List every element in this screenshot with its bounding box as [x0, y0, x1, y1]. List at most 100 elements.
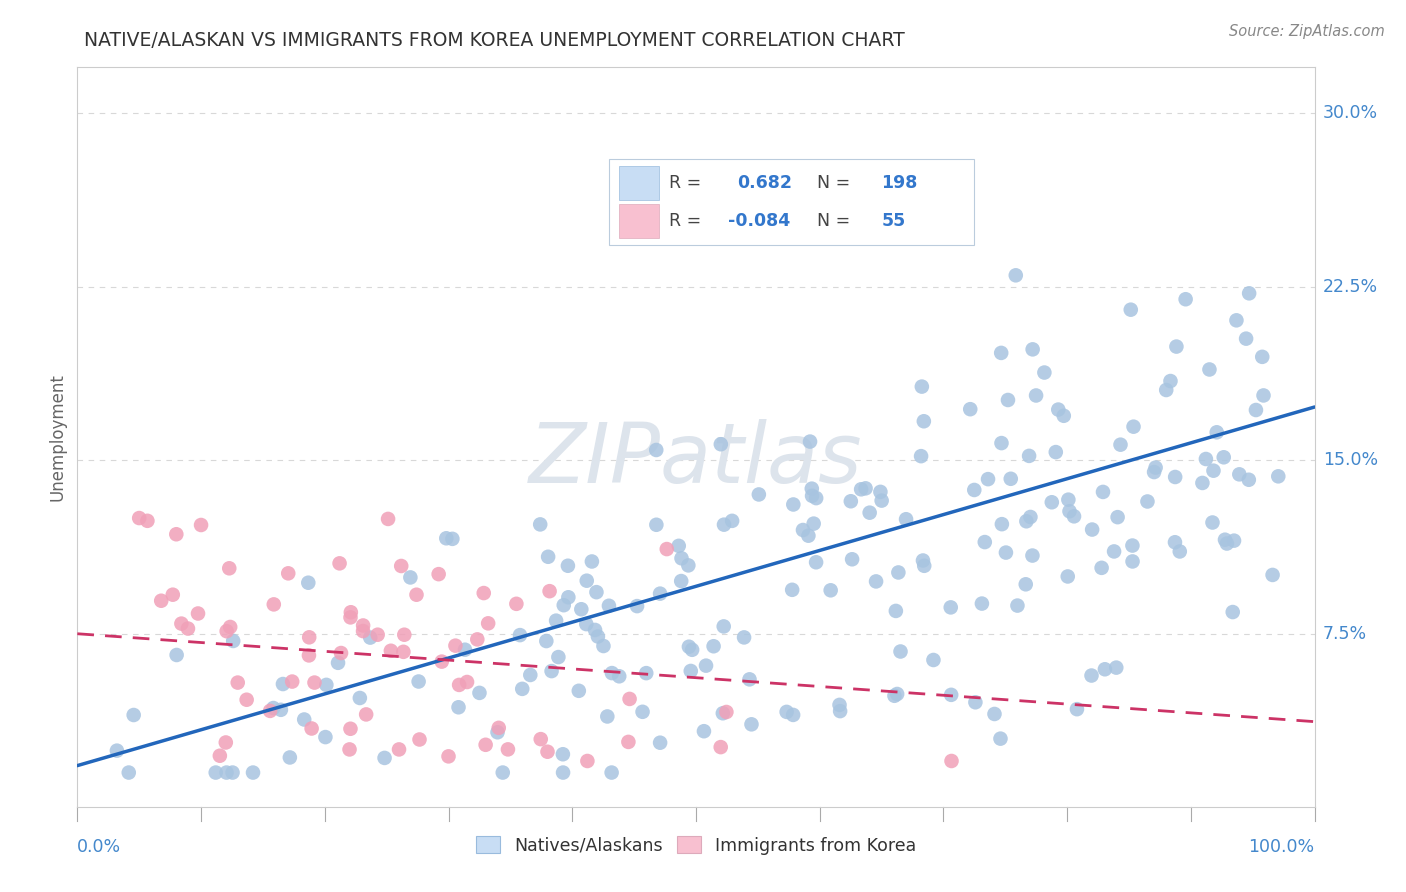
Point: [820, 583, 842, 598]
Point: [465, 632, 488, 647]
Text: N =: N =: [817, 174, 856, 193]
Point: [870, 493, 893, 508]
Point: [408, 732, 430, 747]
Point: [575, 617, 598, 632]
Point: [105, 744, 128, 758]
Point: [427, 567, 450, 582]
Point: [576, 754, 599, 768]
Point: [292, 713, 315, 727]
Point: [894, 512, 917, 526]
Point: [340, 605, 363, 619]
Point: [912, 414, 935, 428]
Point: [1227, 467, 1250, 482]
Point: [226, 675, 249, 690]
Point: [1057, 492, 1080, 507]
Point: [405, 588, 427, 602]
Point: [441, 532, 464, 546]
Point: [1213, 533, 1236, 547]
Point: [1164, 535, 1187, 549]
Point: [1004, 268, 1026, 283]
Point: [298, 648, 321, 663]
Point: [855, 481, 877, 495]
Point: [477, 616, 499, 631]
Point: [301, 722, 323, 736]
Point: [801, 489, 824, 503]
Text: -0.084: -0.084: [728, 211, 790, 230]
Point: [553, 598, 575, 612]
Point: [304, 675, 326, 690]
Point: [339, 722, 361, 736]
Point: [281, 674, 304, 689]
Point: [1021, 549, 1043, 563]
Point: [668, 539, 690, 553]
Point: [1000, 472, 1022, 486]
Point: [721, 514, 744, 528]
Point: [1015, 577, 1038, 591]
Point: [648, 736, 671, 750]
Point: [1154, 383, 1177, 397]
Point: [456, 675, 478, 690]
Point: [1174, 292, 1197, 306]
Point: [679, 664, 702, 678]
Point: [990, 436, 1012, 450]
Point: [519, 668, 541, 682]
Point: [713, 517, 735, 532]
Point: [262, 701, 284, 715]
Point: [839, 494, 862, 508]
Point: [631, 705, 654, 719]
Point: [911, 553, 934, 567]
Point: [437, 749, 460, 764]
FancyBboxPatch shape: [619, 203, 659, 238]
Point: [886, 687, 908, 701]
Point: [215, 765, 238, 780]
Point: [547, 650, 569, 665]
Point: [242, 765, 264, 780]
Point: [551, 747, 574, 762]
Point: [859, 506, 882, 520]
Point: [1109, 438, 1132, 452]
Point: [1144, 460, 1167, 475]
Point: [529, 517, 551, 532]
Point: [277, 566, 299, 581]
Point: [911, 379, 934, 393]
Point: [551, 765, 574, 780]
Point: [339, 610, 361, 624]
Point: [271, 677, 294, 691]
Text: N =: N =: [817, 211, 856, 230]
Point: [648, 587, 671, 601]
Text: 0.0%: 0.0%: [77, 838, 121, 855]
Point: [733, 631, 755, 645]
FancyBboxPatch shape: [619, 166, 659, 201]
Point: [187, 607, 209, 621]
Point: [973, 535, 995, 549]
Point: [1066, 702, 1088, 716]
Point: [204, 765, 226, 780]
Point: [219, 620, 242, 634]
Point: [792, 523, 814, 537]
Point: [1166, 340, 1188, 354]
Point: [569, 602, 592, 616]
Point: [235, 692, 257, 706]
Point: [804, 555, 827, 569]
Point: [1223, 533, 1246, 548]
Point: [1212, 450, 1234, 465]
Point: [681, 642, 703, 657]
Point: [607, 669, 630, 683]
Point: [496, 742, 519, 756]
Point: [889, 644, 911, 658]
Point: [298, 630, 321, 644]
Point: [1102, 544, 1125, 558]
Point: [454, 642, 477, 657]
Point: [170, 616, 193, 631]
Point: [263, 598, 285, 612]
Point: [1202, 464, 1225, 478]
Point: [600, 666, 623, 681]
Point: [536, 745, 558, 759]
Point: [1195, 452, 1218, 467]
Text: 22.5%: 22.5%: [1323, 277, 1378, 295]
Text: Source: ZipAtlas.com: Source: ZipAtlas.com: [1229, 24, 1385, 39]
Point: [218, 561, 240, 575]
Point: [222, 634, 245, 648]
Point: [190, 518, 212, 533]
Point: [430, 655, 453, 669]
